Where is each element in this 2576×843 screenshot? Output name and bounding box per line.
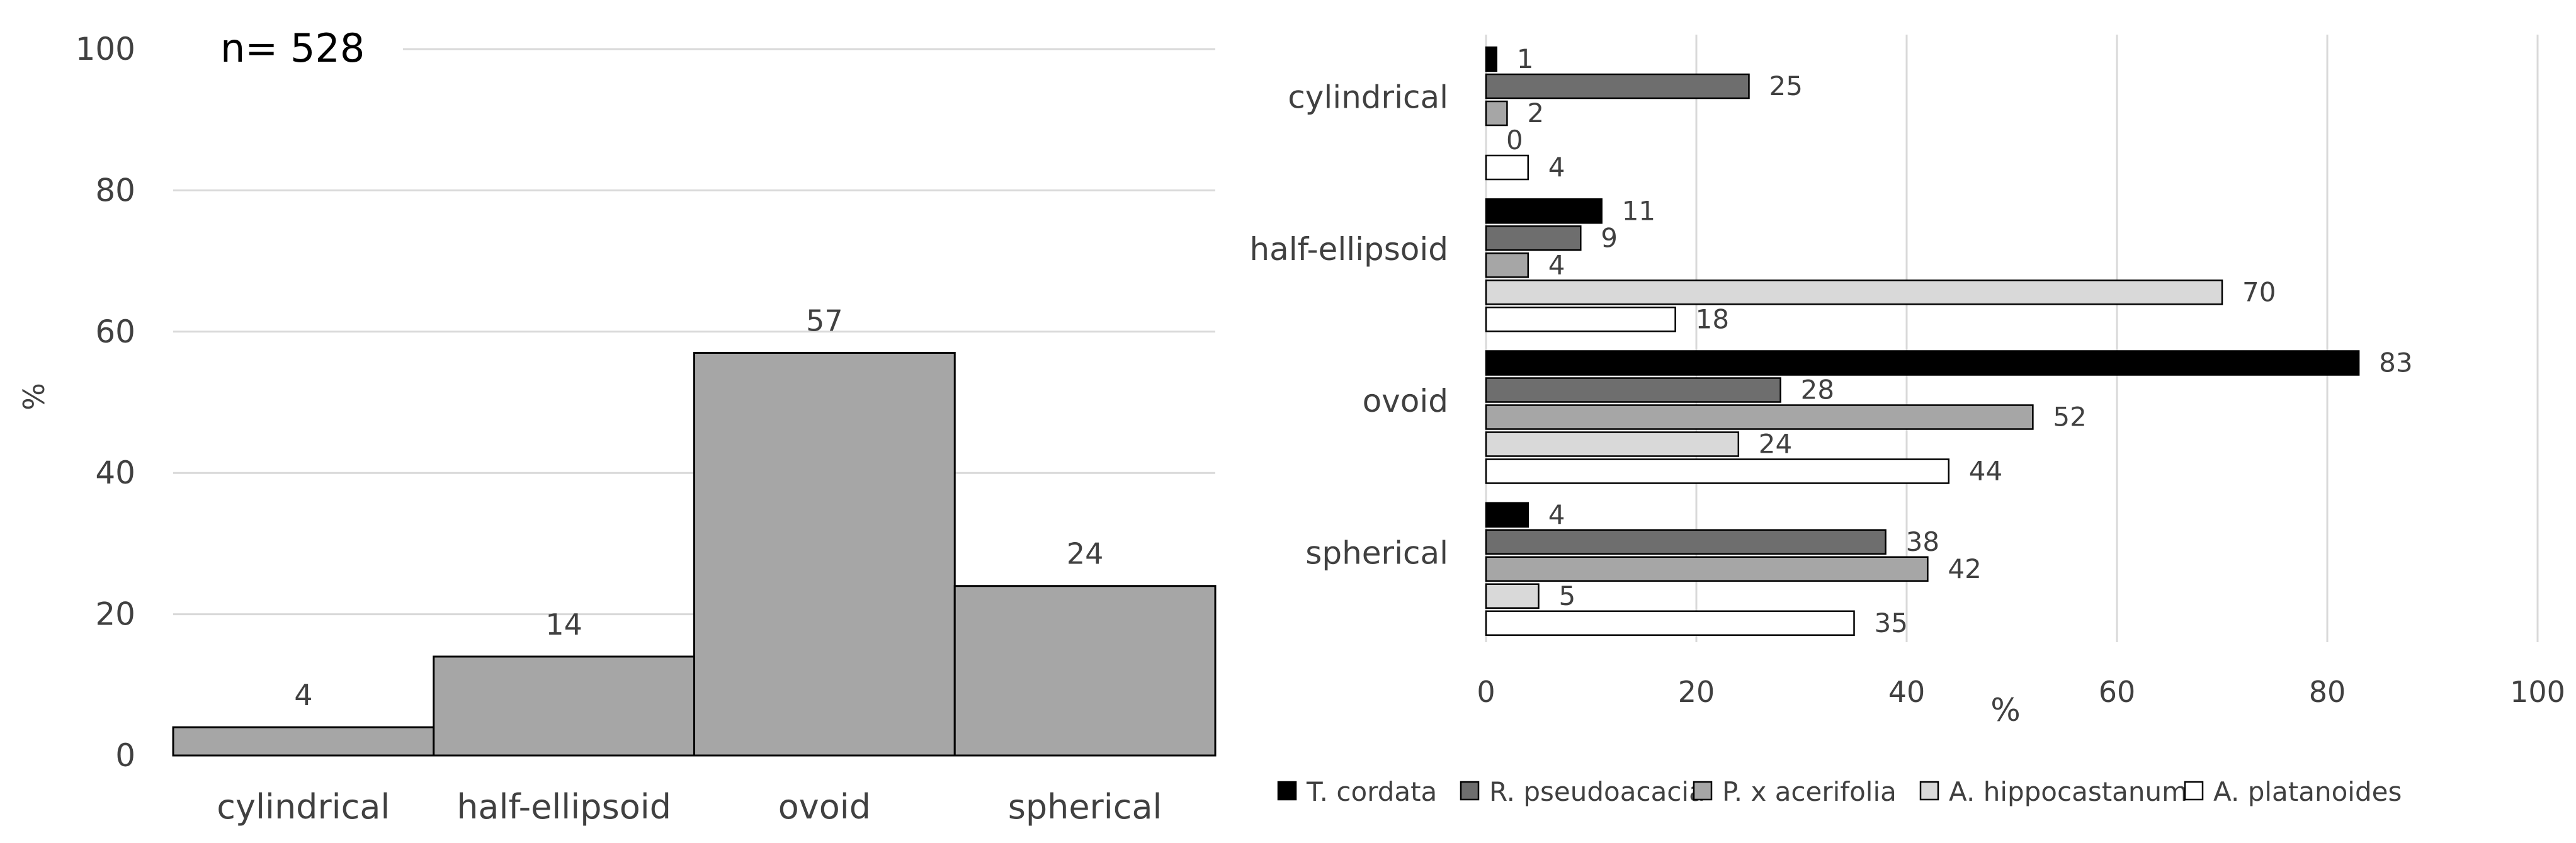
- left-y-tick-label: 80: [95, 172, 135, 208]
- left-y-tick-label: 100: [76, 31, 135, 67]
- right-bar-data-label: 38: [1906, 526, 1939, 557]
- shape-distribution-bar-chart: % n= 528 0 20 40 60 80 100 4 cylindrical 14 half-…: [17, 25, 1217, 827]
- right-bar-a--hippocastanum-half-ellipsoid: [1485, 280, 2223, 305]
- right-bar-data-label: 0: [1506, 125, 1523, 156]
- right-y-tick-label: spherical: [1305, 535, 1448, 571]
- right-bar-data-label: 1: [1517, 43, 1534, 74]
- left-bar-data-label: 14: [545, 608, 582, 642]
- right-bar-a--platanoides-spherical: [1485, 610, 1855, 636]
- right-bar-a--hippocastanum-ovoid: [1485, 431, 1740, 457]
- left-x-tick-label: spherical: [1008, 787, 1162, 827]
- legend-swatch: [1919, 781, 1939, 801]
- legend-label: P. x acerifolia: [1722, 776, 1897, 807]
- right-x-tick-label: 60: [2099, 675, 2136, 709]
- right-bar-data-label: 24: [1759, 429, 1792, 460]
- right-bar-data-label: 4: [1548, 499, 1565, 530]
- right-bar-r--pseudoacacia-cylindrical: [1485, 73, 1750, 99]
- sample-size-annotation: n= 528: [220, 25, 365, 71]
- left-bar-data-label: 57: [806, 303, 843, 337]
- right-bar-t--cordata-cylindrical: [1485, 46, 1497, 72]
- left-y-tick-label: 40: [95, 455, 135, 491]
- right-bar-data-label: 25: [1769, 71, 1803, 101]
- shape-by-species-bar-chart: % 0 20 40 60 80 100cylindrical125204half-elli…: [1249, 35, 2565, 807]
- right-x-tick-label: 40: [1888, 675, 1926, 709]
- left-y-axis-label: %: [17, 383, 51, 410]
- right-bar-data-label: 2: [1527, 98, 1544, 128]
- right-bar-data-label: 44: [1969, 456, 2002, 487]
- right-x-tick-label: 20: [1678, 675, 1715, 709]
- right-bar-data-label: 83: [2379, 348, 2412, 378]
- right-bar-t--cordata-ovoid: [1485, 350, 2360, 376]
- legend-label: R. pseudoacacia: [1489, 776, 1705, 807]
- right-bar-data-label: 9: [1601, 222, 1618, 253]
- right-bar-t--cordata-spherical: [1485, 502, 1529, 528]
- right-bar-data-label: 70: [2242, 276, 2276, 307]
- right-bar-a--hippocastanum-spherical: [1485, 583, 1540, 609]
- right-x-axis-label: %: [1990, 692, 2021, 728]
- right-bar-a--platanoides-half-ellipsoid: [1485, 307, 1676, 332]
- right-bar-data-label: 35: [1875, 608, 1908, 638]
- left-bar-ovoid: [693, 351, 956, 757]
- right-bar-data-label: 4: [1548, 152, 1565, 183]
- right-bar-p--x-acerifolia-half-ellipsoid: [1485, 252, 1529, 278]
- right-y-tick-label: cylindrical: [1288, 79, 1448, 116]
- right-bar-a--platanoides-cylindrical: [1485, 154, 1529, 181]
- legend-swatch: [1460, 781, 1480, 801]
- left-x-tick-label: ovoid: [778, 787, 871, 827]
- right-y-tick-label: half-ellipsoid: [1249, 231, 1448, 268]
- right-y-tick-label: ovoid: [1363, 383, 1448, 419]
- left-y-tick-label: 20: [95, 596, 135, 633]
- left-bar-data-label: 4: [294, 678, 312, 712]
- right-bar-r--pseudoacacia-spherical: [1485, 529, 1887, 555]
- left-bar-spherical: [953, 585, 1217, 757]
- left-bar-data-label: 24: [1067, 537, 1104, 571]
- right-bar-r--pseudoacacia-half-ellipsoid: [1485, 225, 1582, 251]
- legend-label: A. platanoides: [2213, 776, 2402, 807]
- right-bar-data-label: 28: [1801, 375, 1834, 405]
- right-bar-data-label: 42: [1948, 553, 1981, 584]
- legend-swatch: [2184, 781, 2204, 801]
- right-bar-data-label: 18: [1696, 303, 1729, 334]
- right-bar-t--cordata-half-ellipsoid: [1485, 198, 1603, 224]
- left-x-tick-label: cylindrical: [217, 787, 390, 827]
- legend-label: T. cordata: [1306, 776, 1437, 807]
- right-bar-r--pseudoacacia-ovoid: [1485, 377, 1781, 403]
- left-bar-cylindrical: [172, 726, 435, 757]
- legend-label: A. hippocastanum: [1949, 776, 2187, 807]
- legend-swatch: [1277, 781, 1297, 801]
- right-bar-p--x-acerifolia-cylindrical: [1485, 100, 1508, 127]
- right-bar-p--x-acerifolia-spherical: [1485, 556, 1929, 582]
- right-bar-data-label: 52: [2053, 402, 2086, 433]
- right-x-tick-label: 100: [2510, 675, 2565, 709]
- left-bar-half-ellipsoid: [433, 655, 695, 757]
- right-bar-p--x-acerifolia-ovoid: [1485, 404, 2034, 430]
- right-x-tick-label: 80: [2309, 675, 2346, 709]
- left-y-tick-label: 0: [115, 737, 135, 774]
- legend-swatch: [1693, 781, 1713, 801]
- right-x-tick-label: 0: [1477, 675, 1495, 709]
- right-bar-data-label: 11: [1622, 195, 1655, 226]
- left-y-tick-label: 60: [95, 314, 135, 350]
- right-bar-data-label: 5: [1559, 580, 1576, 611]
- right-bar-a--platanoides-ovoid: [1485, 458, 1950, 484]
- left-x-tick-label: half-ellipsoid: [457, 787, 671, 827]
- right-bar-data-label: 4: [1548, 249, 1565, 280]
